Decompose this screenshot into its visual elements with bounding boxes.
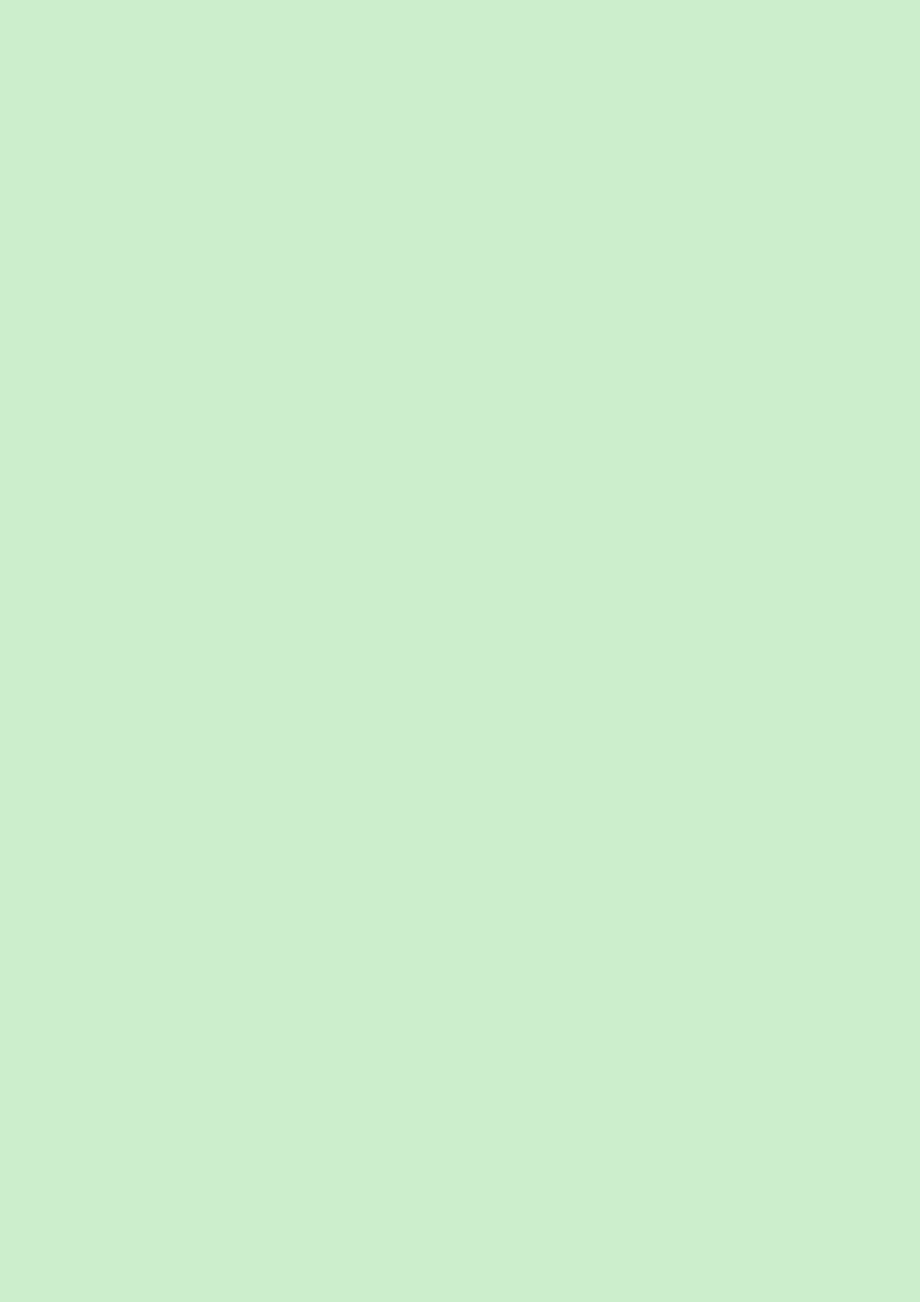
flowchart-figure [210,114,710,264]
flowchart-svg [310,114,610,264]
